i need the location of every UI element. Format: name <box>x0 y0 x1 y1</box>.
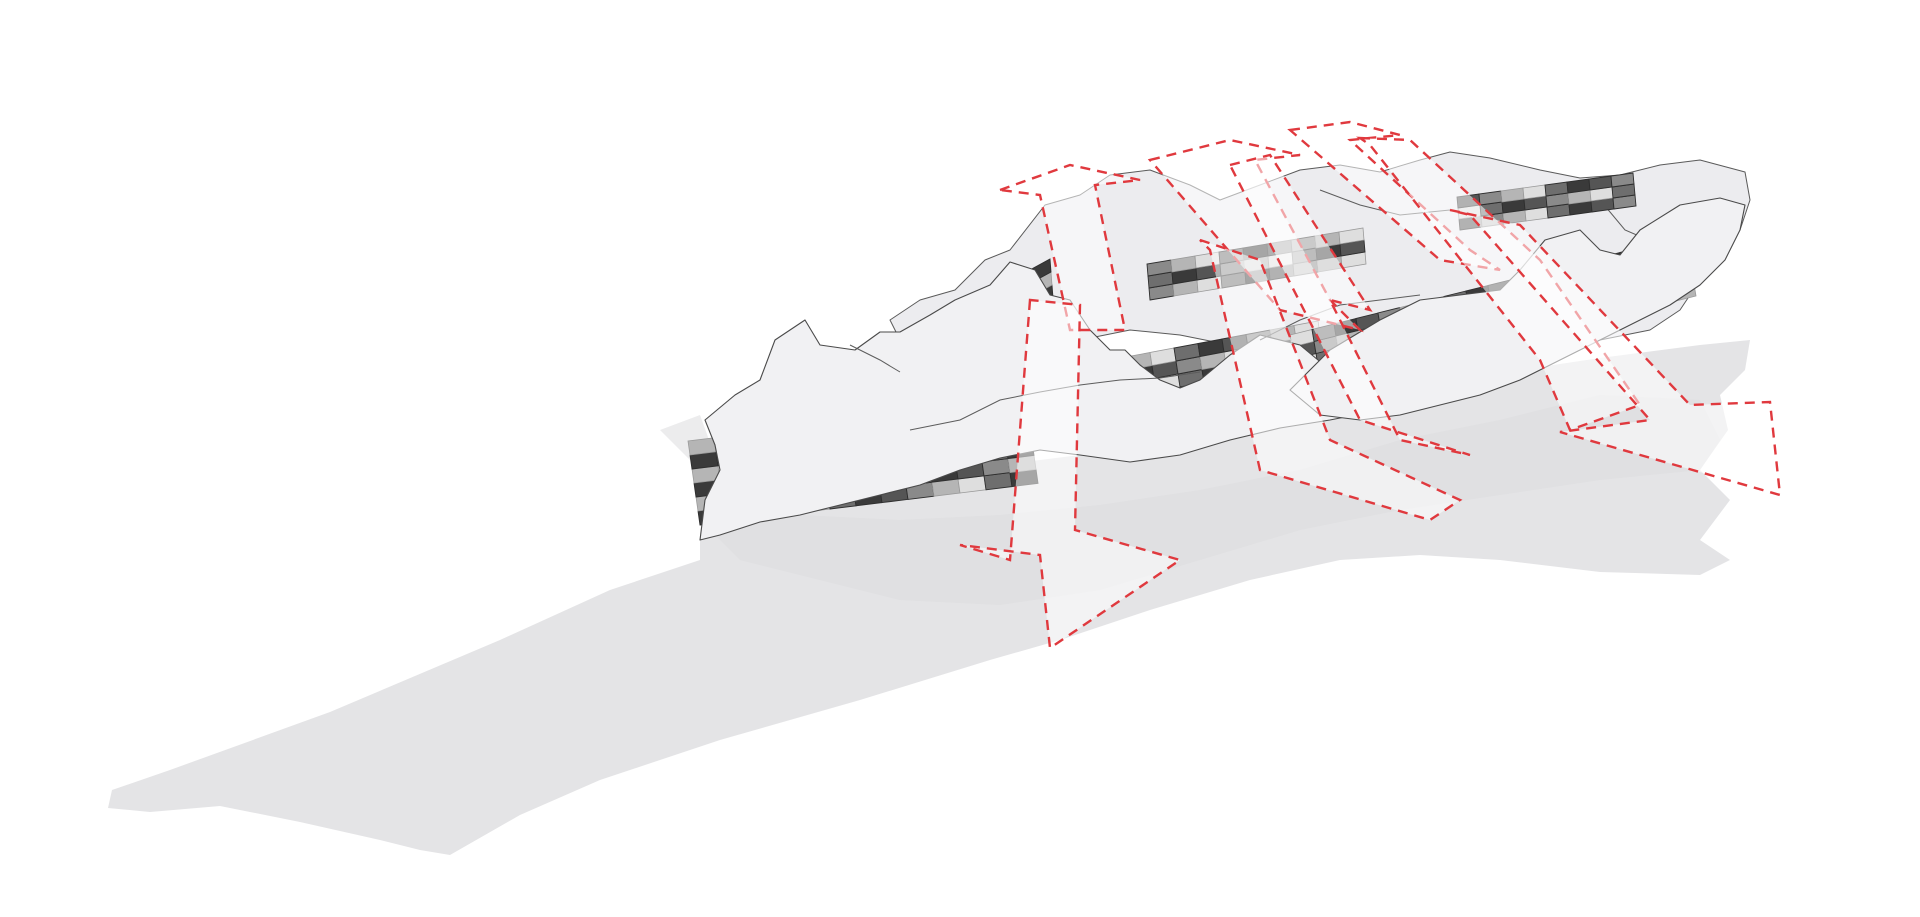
mast <box>849 344 901 373</box>
louver-panel <box>1588 175 1613 191</box>
front-ridge-line-2 <box>1259 294 1421 341</box>
louver-panel <box>687 437 717 456</box>
flow-arrows <box>959 120 1782 651</box>
flow-arrow-1 <box>999 163 1141 332</box>
louver-panel <box>1566 178 1591 194</box>
louver-panel <box>1544 181 1569 197</box>
terrain-shadow <box>660 395 1720 605</box>
louver-panel <box>1338 227 1365 245</box>
louver-panel <box>1478 190 1503 206</box>
flow-arrow-8 <box>1449 208 1782 497</box>
flow-arrow-5 <box>1228 153 1471 457</box>
louver-panel <box>1610 172 1635 188</box>
flow-arrow-4 <box>1199 238 1463 522</box>
flow-arrow-2 <box>959 298 1183 651</box>
flow-arrow-7 <box>1355 136 1642 432</box>
